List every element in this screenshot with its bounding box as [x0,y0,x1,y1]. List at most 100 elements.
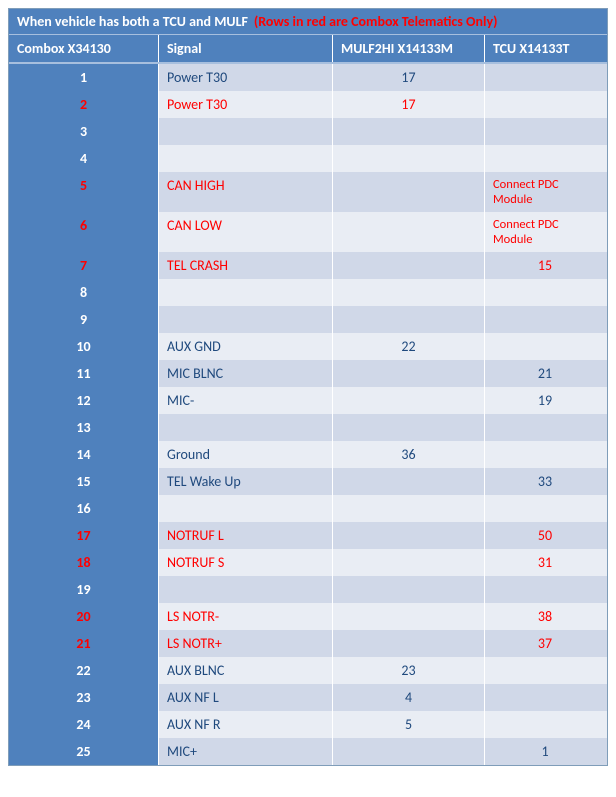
cell-mulf: 4 [333,684,485,711]
cell-signal: MIC- [159,387,333,414]
cell-tcu [485,279,605,306]
cell-tcu [485,711,605,738]
rows-container: 1Power T30172Power T3017345CAN HIGHConne… [9,64,607,765]
cell-pin: 25 [9,738,159,765]
cell-tcu [485,441,605,468]
cell-pin: 12 [9,387,159,414]
table-row: 23AUX NF L4 [9,684,607,711]
cell-tcu [485,576,605,603]
table-row: 24AUX NF R5 [9,711,607,738]
cell-pin: 4 [9,145,159,172]
cell-signal: CAN LOW [159,212,333,252]
table-row: 6CAN LOWConnect PDC Module [9,212,607,252]
cell-pin: 8 [9,279,159,306]
title-row: When vehicle has both a TCU and MULF (Ro… [9,9,607,35]
cell-mulf [333,522,485,549]
table-row: 12MIC- 19 [9,387,607,414]
table-row: 16 [9,495,607,522]
cell-mulf [333,212,485,252]
cell-pin: 5 [9,172,159,212]
cell-signal: TEL CRASH [159,252,333,279]
cell-tcu: 37 [485,630,605,657]
cell-signal: Ground [159,441,333,468]
pinout-table: When vehicle has both a TCU and MULF (Ro… [8,8,608,766]
cell-mulf [333,172,485,212]
cell-pin: 9 [9,306,159,333]
cell-tcu: 19 [485,387,605,414]
cell-pin: 10 [9,333,159,360]
cell-tcu [485,91,605,118]
cell-pin: 21 [9,630,159,657]
cell-pin: 20 [9,603,159,630]
cell-mulf [333,738,485,765]
cell-pin: 6 [9,212,159,252]
cell-tcu [485,414,605,441]
cell-tcu [485,118,605,145]
table-row: 3 [9,118,607,145]
cell-mulf [333,630,485,657]
cell-mulf [333,252,485,279]
cell-signal: AUX NF R [159,711,333,738]
cell-mulf [333,306,485,333]
cell-mulf [333,495,485,522]
cell-mulf [333,387,485,414]
cell-pin: 15 [9,468,159,495]
cell-mulf: 17 [333,64,485,91]
col-header-tcu: TCU X14133T [485,35,605,62]
cell-pin: 1 [9,64,159,91]
title-left: When vehicle has both a TCU and MULF [17,13,248,30]
cell-mulf [333,145,485,172]
cell-tcu [485,684,605,711]
col-header-combox: Combox X34130 [9,35,159,62]
table-row: 14Ground36 [9,441,607,468]
table-row: 20LS NOTR- 38 [9,603,607,630]
cell-signal: NOTRUF S [159,549,333,576]
cell-tcu: 33 [485,468,605,495]
cell-pin: 18 [9,549,159,576]
cell-signal: AUX GND [159,333,333,360]
cell-signal: AUX BLNC [159,657,333,684]
cell-mulf [333,118,485,145]
cell-tcu [485,306,605,333]
cell-pin: 23 [9,684,159,711]
cell-signal: TEL Wake Up [159,468,333,495]
table-row: 18NOTRUF S 31 [9,549,607,576]
cell-mulf [333,603,485,630]
cell-pin: 2 [9,91,159,118]
table-row: 21LS NOTR+37 [9,630,607,657]
cell-pin: 7 [9,252,159,279]
table-row: 17NOTRUF L50 [9,522,607,549]
cell-pin: 13 [9,414,159,441]
cell-signal [159,279,333,306]
title-right: (Rows in red are Combox Telematics Only) [254,13,498,30]
cell-tcu: 38 [485,603,605,630]
cell-pin: 16 [9,495,159,522]
cell-mulf: 22 [333,333,485,360]
table-row: 4 [9,145,607,172]
cell-signal [159,414,333,441]
header-row: Combox X34130 Signal MULF2HI X14133M TCU… [9,35,607,64]
cell-signal: NOTRUF L [159,522,333,549]
cell-signal [159,495,333,522]
table-row: 19 [9,576,607,603]
cell-signal: Power T30 [159,91,333,118]
cell-mulf: 5 [333,711,485,738]
table-row: 10AUX GND22 [9,333,607,360]
cell-mulf [333,549,485,576]
cell-tcu [485,657,605,684]
cell-pin: 22 [9,657,159,684]
table-row: 25MIC+1 [9,738,607,765]
col-header-mulf: MULF2HI X14133M [333,35,485,62]
cell-tcu: 50 [485,522,605,549]
cell-tcu: 15 [485,252,605,279]
cell-signal: LS NOTR- [159,603,333,630]
cell-tcu [485,145,605,172]
table-row: 15TEL Wake Up 33 [9,468,607,495]
cell-pin: 24 [9,711,159,738]
table-row: 2Power T3017 [9,91,607,118]
cell-tcu: 21 [485,360,605,387]
cell-signal: Power T30 [159,64,333,91]
cell-tcu [485,64,605,91]
cell-tcu: 31 [485,549,605,576]
cell-mulf: 23 [333,657,485,684]
